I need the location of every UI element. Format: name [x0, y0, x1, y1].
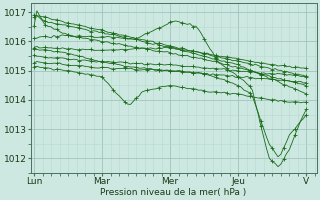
X-axis label: Pression niveau de la mer( hPa ): Pression niveau de la mer( hPa )	[100, 188, 247, 197]
